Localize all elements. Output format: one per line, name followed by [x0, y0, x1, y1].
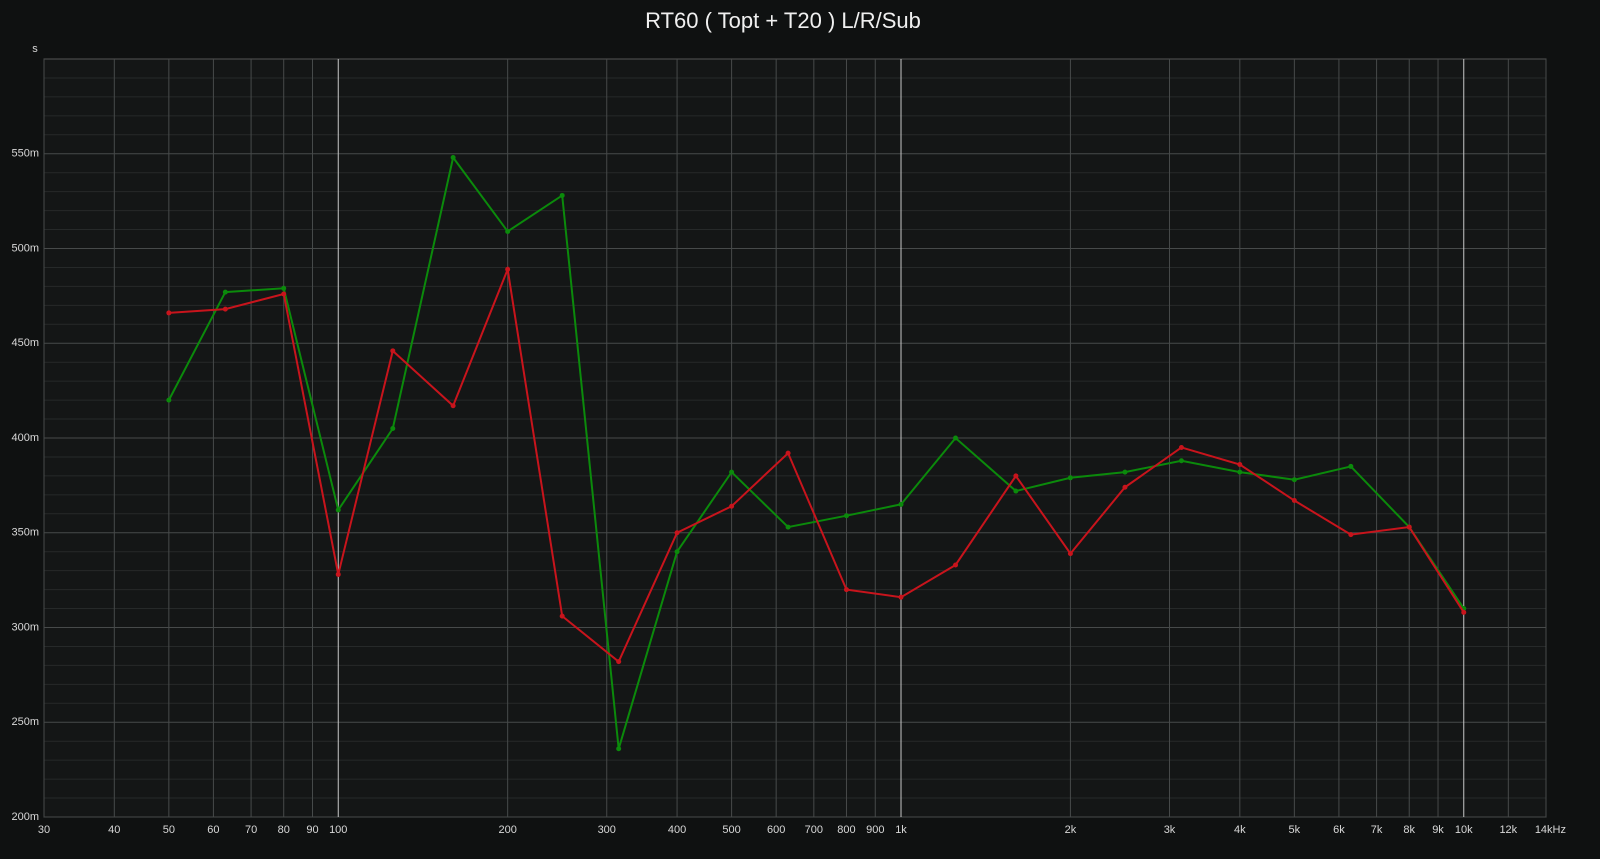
data-point: [1461, 609, 1467, 615]
data-point: [166, 397, 172, 403]
data-point: [505, 228, 511, 234]
data-point: [450, 403, 456, 409]
series-line: [168, 265, 1465, 664]
data-point: [616, 746, 622, 752]
data-point: [1291, 477, 1297, 483]
data-point: [450, 155, 456, 161]
data-point: [222, 306, 228, 312]
data-point: [785, 524, 791, 530]
data-point: [281, 285, 287, 291]
data-point: [1178, 458, 1184, 464]
x-tick-label: 8k: [1403, 824, 1415, 836]
data-point: [166, 310, 172, 316]
x-tick-label: 6k: [1333, 824, 1345, 836]
y-tick-label: 250m: [11, 716, 39, 728]
data-point: [281, 291, 287, 297]
data-point: [785, 450, 791, 456]
data-point: [222, 289, 228, 295]
data-point: [1237, 469, 1243, 475]
data-point: [729, 503, 735, 509]
data-point: [898, 501, 904, 507]
data-point: [505, 266, 511, 272]
data-point: [674, 530, 680, 536]
data-point: [1178, 444, 1184, 450]
data-point: [1013, 488, 1019, 494]
data-point: [390, 426, 396, 432]
x-tick-label: 7k: [1371, 824, 1383, 836]
x-tick-label: 14kHz: [1535, 824, 1566, 836]
x-tick-label: 400: [668, 824, 686, 836]
y-tick-label: 300m: [11, 621, 39, 633]
data-point: [1237, 462, 1243, 468]
x-tick-label: 40: [108, 824, 120, 836]
x-tick-label: 500: [722, 824, 740, 836]
data-point: [898, 594, 904, 600]
x-tick-label: 12k: [1499, 824, 1517, 836]
data-point: [1348, 463, 1354, 469]
data-point: [1406, 524, 1412, 530]
y-tick-label: 200m: [11, 811, 39, 823]
data-point: [1122, 469, 1128, 475]
x-tick-label: 900: [866, 824, 884, 836]
data-point: [674, 549, 680, 555]
data-point: [1067, 551, 1073, 557]
data-point: [616, 659, 622, 665]
y-tick-label: 400m: [11, 432, 39, 444]
data-point: [953, 562, 959, 568]
chart-title: RT60 ( Topt + T20 ) L/R/Sub: [645, 8, 921, 33]
data-point: [1013, 473, 1019, 479]
y-axis-label: s: [32, 43, 38, 55]
x-tick-label: 600: [767, 824, 785, 836]
x-tick-label: 200: [498, 824, 516, 836]
x-tick-label: 60: [207, 824, 219, 836]
x-tick-label: 50: [163, 824, 175, 836]
x-tick-label: 2k: [1065, 824, 1077, 836]
data-point: [390, 348, 396, 354]
x-tick-label: 3k: [1164, 824, 1176, 836]
y-tick-label: 450m: [11, 337, 39, 349]
data-point: [843, 513, 849, 519]
x-tick-label: 100: [329, 824, 347, 836]
data-point: [729, 469, 735, 475]
x-tick-label: 4k: [1234, 824, 1246, 836]
x-tick-label: 800: [837, 824, 855, 836]
x-tick-label: 300: [598, 824, 616, 836]
x-tick-label: 10k: [1455, 824, 1473, 836]
x-tick-label: 1k: [895, 824, 907, 836]
x-tick-label: 30: [38, 824, 50, 836]
y-tick-label: 500m: [11, 242, 39, 254]
data-point: [335, 507, 341, 513]
data-point: [1348, 532, 1354, 538]
data-point: [843, 587, 849, 593]
x-tick-label: 9k: [1432, 824, 1444, 836]
data-point: [335, 571, 341, 577]
y-tick-label: 350m: [11, 527, 39, 539]
x-tick-label: 90: [306, 824, 318, 836]
x-tick-label: 700: [805, 824, 823, 836]
x-tick-label: 5k: [1289, 824, 1301, 836]
data-point: [1067, 475, 1073, 481]
data-point: [1291, 498, 1297, 504]
data-point: [1122, 484, 1128, 490]
x-tick-label: 70: [245, 824, 257, 836]
data-point: [559, 192, 565, 198]
data-point: [953, 435, 959, 441]
y-tick-label: 550m: [11, 148, 39, 160]
x-tick-label: 80: [278, 824, 290, 836]
data-point: [559, 613, 565, 619]
